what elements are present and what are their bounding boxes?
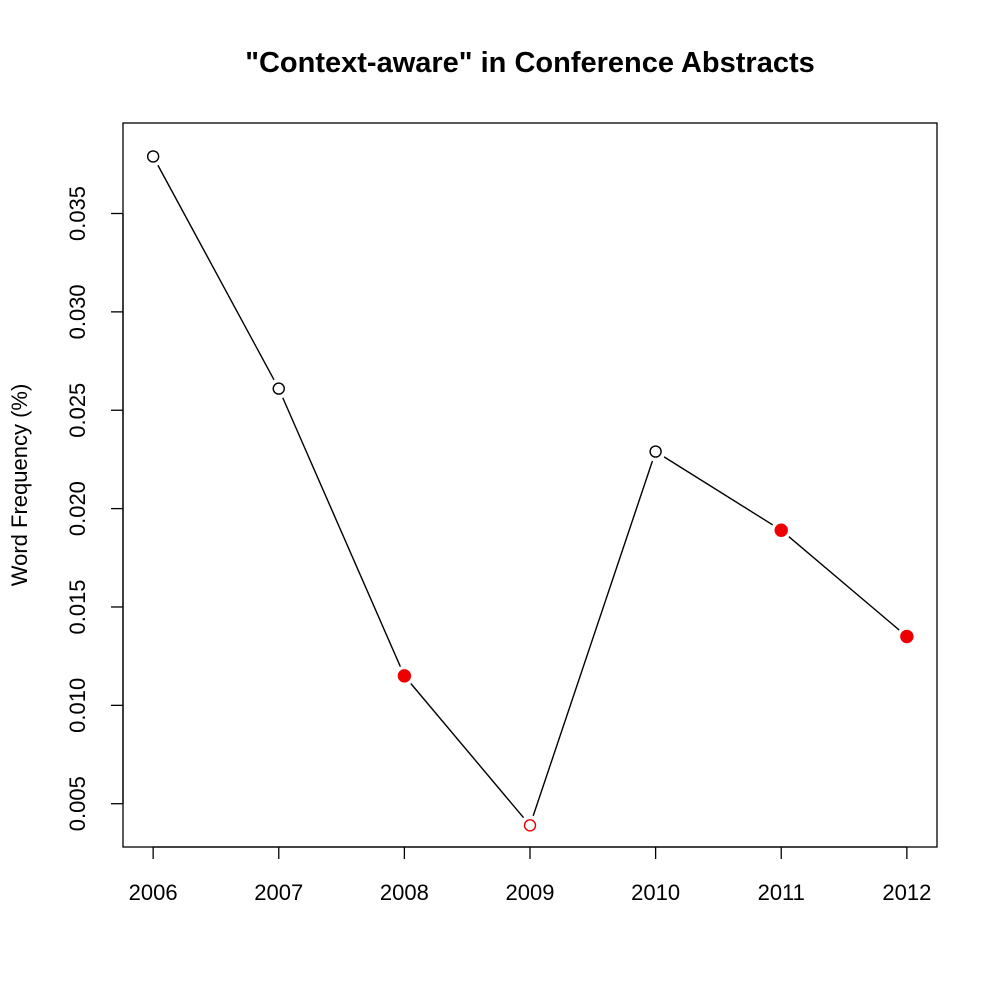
x-axis: 2006 2007 2008 2009 2010 2011 2012 (129, 846, 931, 905)
data-point (397, 669, 412, 683)
x-tick-label: 2010 (631, 880, 680, 905)
data-point (272, 382, 285, 395)
y-tick-label: 0.025 (65, 383, 90, 438)
x-tick-label: 2009 (506, 880, 555, 905)
y-tick-label: 0.010 (65, 678, 90, 733)
y-tick-label: 0.035 (65, 186, 90, 241)
x-tick-label: 2007 (254, 880, 303, 905)
y-axis-label: Word Frequency (%) (7, 384, 32, 587)
data-point (649, 445, 662, 458)
y-axis: 0.005 0.010 0.015 0.020 0.025 0.030 0.035 (65, 186, 124, 831)
x-tick-label: 2012 (882, 880, 931, 905)
series-line-segment (788, 536, 900, 631)
y-tick-label: 0.015 (65, 579, 90, 634)
series-line-segment (282, 397, 402, 667)
plot-frame (122, 122, 938, 848)
series-line-segment (532, 460, 654, 817)
series-line-segment (410, 683, 525, 819)
y-tick-label: 0.030 (65, 284, 90, 339)
data-point (523, 819, 537, 832)
data-point (146, 150, 160, 163)
chart-title: "Context-aware" in Conference Abstracts (245, 47, 815, 79)
y-tick-label: 0.005 (65, 776, 90, 831)
x-tick-label: 2006 (129, 880, 178, 905)
series-layer (146, 150, 914, 832)
series-line-segment (157, 164, 275, 381)
data-point (774, 523, 788, 537)
x-tick-label: 2008 (380, 880, 429, 905)
x-tick-label: 2011 (758, 880, 805, 905)
series-line-segment (663, 456, 774, 526)
y-tick-label: 0.020 (65, 481, 90, 536)
data-point (900, 629, 914, 644)
